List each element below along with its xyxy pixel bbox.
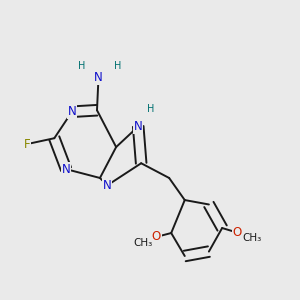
Text: N: N (94, 71, 103, 84)
Text: O: O (152, 230, 161, 243)
Text: H: H (78, 61, 85, 71)
Text: O: O (232, 226, 242, 239)
Text: N: N (134, 120, 142, 133)
Text: methoxy: methoxy (134, 242, 140, 243)
Text: CH₃: CH₃ (133, 238, 152, 248)
Text: methoxy: methoxy (95, 238, 141, 248)
Text: N: N (103, 179, 112, 192)
Text: H: H (147, 104, 155, 114)
Text: CH₃: CH₃ (243, 233, 262, 243)
Text: N: N (68, 105, 76, 118)
Text: H: H (114, 61, 121, 71)
Text: N: N (62, 163, 70, 176)
Text: F: F (24, 138, 30, 151)
